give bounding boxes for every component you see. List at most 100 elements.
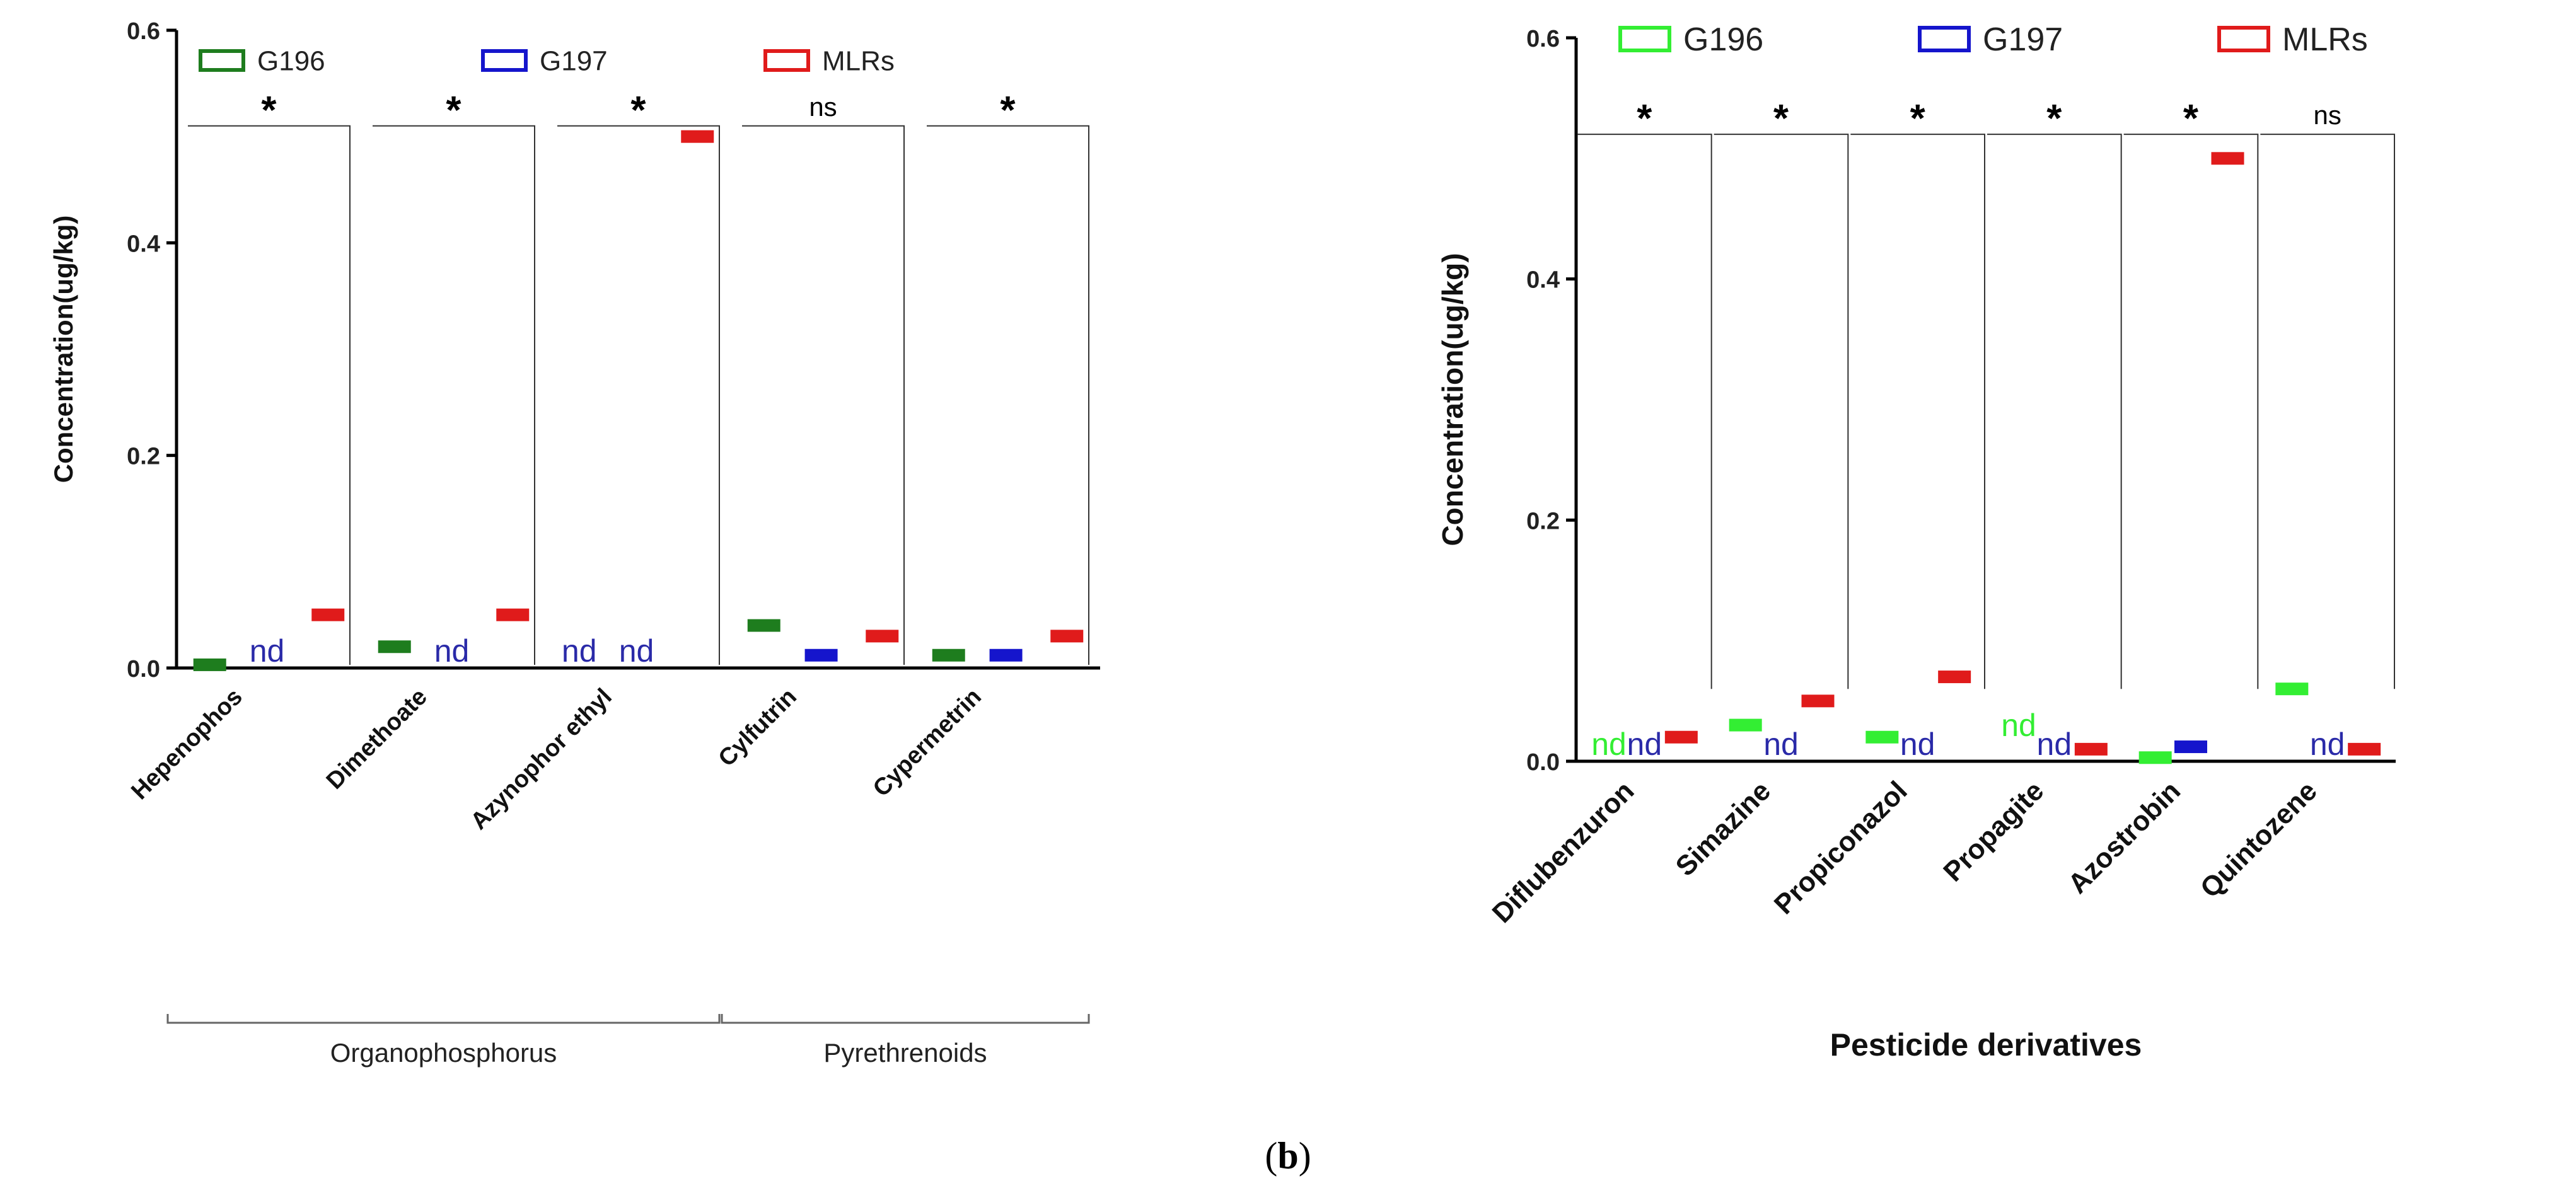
nd-label: nd <box>434 633 470 669</box>
bar-g197 <box>2174 740 2207 754</box>
legend-label: MLRs <box>2282 21 2368 58</box>
group-bracket <box>721 1014 1090 1024</box>
comparison-bracket <box>373 125 535 665</box>
legend-swatch-g197 <box>481 49 528 72</box>
bar-mlrs <box>2074 742 2108 756</box>
bar-mlrs <box>311 608 345 621</box>
legend-swatch-mlrs <box>763 49 810 72</box>
caption-letter: b <box>1277 1135 1299 1177</box>
comparison-bracket <box>2123 134 2259 689</box>
x-tick-label: Hepenophos <box>126 684 247 805</box>
chart-right: 0.0 0.2 0.4 0.6 Concentration(ug/kg) * * * * * ns n… <box>1436 21 2396 1062</box>
bar-g196 <box>1865 730 1899 744</box>
chart-left: 0.0 0.2 0.4 0.6 Concentration(ug/kg) * * * ns * nd… <box>49 18 1100 1068</box>
y-axis-label: Concentration(ug/kg) <box>1436 253 1469 546</box>
bar-g196 <box>193 658 226 671</box>
bar-g196 <box>747 619 780 632</box>
x-tick-label: Cypermetrin <box>868 684 987 802</box>
bar-mlrs <box>866 630 899 643</box>
bar-mlrs <box>496 608 530 621</box>
x-tick-label: Propiconazol <box>1768 775 1913 920</box>
y-tick-label: 0.4 <box>1526 267 1560 294</box>
figure-caption: (b) <box>0 1134 2576 1178</box>
bar-g196 <box>2138 751 2172 764</box>
comparison-bracket <box>557 125 720 665</box>
x-tick-label: Propagite <box>1937 775 2050 887</box>
legend-swatch-mlrs <box>2217 26 2270 52</box>
nd-label: nd <box>562 633 597 669</box>
y-tick-label: 0.0 <box>1526 749 1560 776</box>
bar-g196 <box>1729 718 1762 732</box>
significance-label: * <box>2183 97 2199 141</box>
significance-label: ns <box>2313 100 2341 130</box>
bar-g196 <box>2275 682 2309 696</box>
bar-mlrs <box>1801 694 1835 708</box>
legend-swatch-g196 <box>199 49 245 72</box>
nd-label: nd <box>619 633 654 669</box>
comparison-bracket <box>1987 134 2122 689</box>
legend-swatch-g197 <box>1918 26 1971 52</box>
figure: 0.0 0.2 0.4 0.6 Concentration(ug/kg) * * * ns * nd… <box>49 18 2396 1068</box>
nd-label: nd <box>1627 727 1662 762</box>
nd-label: nd <box>1591 727 1627 762</box>
y-tick-label: 0.6 <box>1526 26 1560 52</box>
x-tick-label: Simazine <box>1670 775 1777 882</box>
significance-label: * <box>1637 97 1652 141</box>
comparison-bracket <box>2260 134 2395 689</box>
nd-label: nd <box>2001 708 2036 743</box>
y-tick-label: 0.0 <box>127 656 160 682</box>
x-tick-label: Dimethoate <box>322 684 432 795</box>
significance-label: * <box>1910 97 1926 141</box>
bar-mlrs <box>2348 742 2381 756</box>
bar-g196 <box>378 640 411 653</box>
comparison-bracket <box>742 125 905 665</box>
comparison-bracket <box>927 125 1089 665</box>
bar-g197 <box>804 648 838 662</box>
bar-mlrs <box>1664 730 1698 744</box>
nd-label: nd <box>2037 727 2072 762</box>
nd-label: nd <box>250 633 285 669</box>
significance-label: * <box>261 89 277 132</box>
legend-label: G197 <box>1983 21 2063 58</box>
bar-mlrs <box>1938 671 1971 684</box>
significance-label: * <box>1000 89 1016 132</box>
bar-g197 <box>989 648 1023 662</box>
y-tick-label: 0.2 <box>1526 508 1560 534</box>
legend-label: MLRs <box>822 45 895 76</box>
legend-label: G196 <box>1683 21 1763 58</box>
comparison-bracket <box>1577 134 1712 689</box>
comparison-bracket <box>1850 134 1985 689</box>
x-tick-label: Diflubenzuron <box>1487 775 1640 929</box>
nd-label: nd <box>1763 727 1799 762</box>
caption-open: ( <box>1265 1135 1278 1177</box>
y-tick-label: 0.6 <box>127 18 160 45</box>
legend-label: G196 <box>257 45 325 76</box>
y-tick-label: 0.2 <box>127 444 160 470</box>
comparison-bracket <box>188 125 351 665</box>
significance-label: * <box>2046 97 2062 141</box>
legend-swatch-g196 <box>1618 26 1671 52</box>
x-tick-label: Azynophor ethyl <box>466 684 617 835</box>
significance-label: * <box>446 89 461 132</box>
nd-label: nd <box>2310 727 2345 762</box>
x-tick-label: Cylfutrin <box>714 684 802 772</box>
significance-label: * <box>630 89 646 132</box>
legend-label: G197 <box>540 45 608 76</box>
x-tick-label: Azostrobin <box>2062 775 2186 899</box>
x-axis-label: Pesticide derivatives <box>1830 1027 2142 1062</box>
group-bracket <box>166 1014 721 1024</box>
significance-label: ns <box>809 92 837 122</box>
bar-g196 <box>932 648 965 662</box>
nd-label: nd <box>1900 727 1935 762</box>
bar-mlrs <box>1050 630 1084 643</box>
x-tick-label: Quintozene <box>2195 775 2323 904</box>
comparison-bracket <box>1714 134 1849 689</box>
bar-mlrs <box>2211 152 2244 165</box>
group-label: Pyrethrenoids <box>823 1038 987 1068</box>
group-label: Organophosphorus <box>330 1038 557 1068</box>
caption-close: ) <box>1298 1135 1311 1177</box>
bar-mlrs <box>681 130 714 143</box>
y-axis-label: Concentration(ug/kg) <box>49 216 78 483</box>
significance-label: * <box>1773 97 1789 141</box>
y-tick-label: 0.4 <box>127 231 160 257</box>
